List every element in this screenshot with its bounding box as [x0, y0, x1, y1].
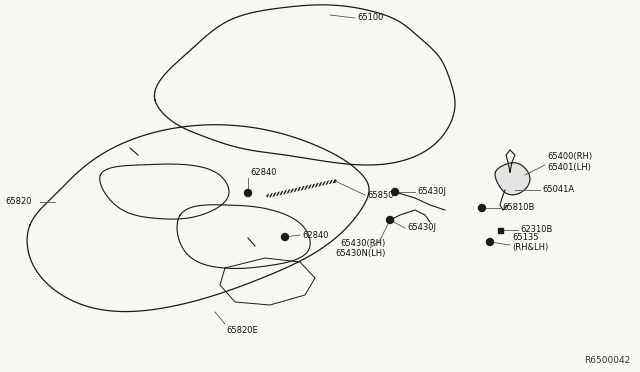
Text: 65430N(LH): 65430N(LH)	[335, 249, 385, 258]
Bar	[497, 228, 502, 232]
Text: 65430J: 65430J	[407, 224, 436, 232]
Circle shape	[244, 189, 252, 196]
Text: R6500042: R6500042	[584, 356, 630, 365]
Text: 62310B: 62310B	[520, 225, 552, 234]
Text: 62840: 62840	[250, 168, 276, 177]
Circle shape	[486, 238, 493, 246]
Text: 62840: 62840	[302, 231, 328, 240]
Text: 65400(RH): 65400(RH)	[547, 152, 592, 161]
Text: (RH&LH): (RH&LH)	[512, 243, 548, 252]
Text: 65041A: 65041A	[542, 186, 574, 195]
Text: 65401(LH): 65401(LH)	[547, 163, 591, 172]
Polygon shape	[495, 163, 530, 195]
Text: 65820E: 65820E	[226, 326, 258, 335]
Text: 65430(RH): 65430(RH)	[340, 239, 385, 248]
Circle shape	[387, 217, 394, 224]
Text: 65820: 65820	[5, 198, 31, 206]
Circle shape	[392, 189, 399, 196]
Text: 65135: 65135	[512, 233, 538, 242]
Text: 65100: 65100	[357, 13, 383, 22]
Text: 65430J: 65430J	[417, 187, 446, 196]
Circle shape	[282, 234, 289, 241]
Text: 65810B: 65810B	[502, 203, 534, 212]
Circle shape	[479, 205, 486, 212]
Text: 65850: 65850	[367, 190, 394, 199]
